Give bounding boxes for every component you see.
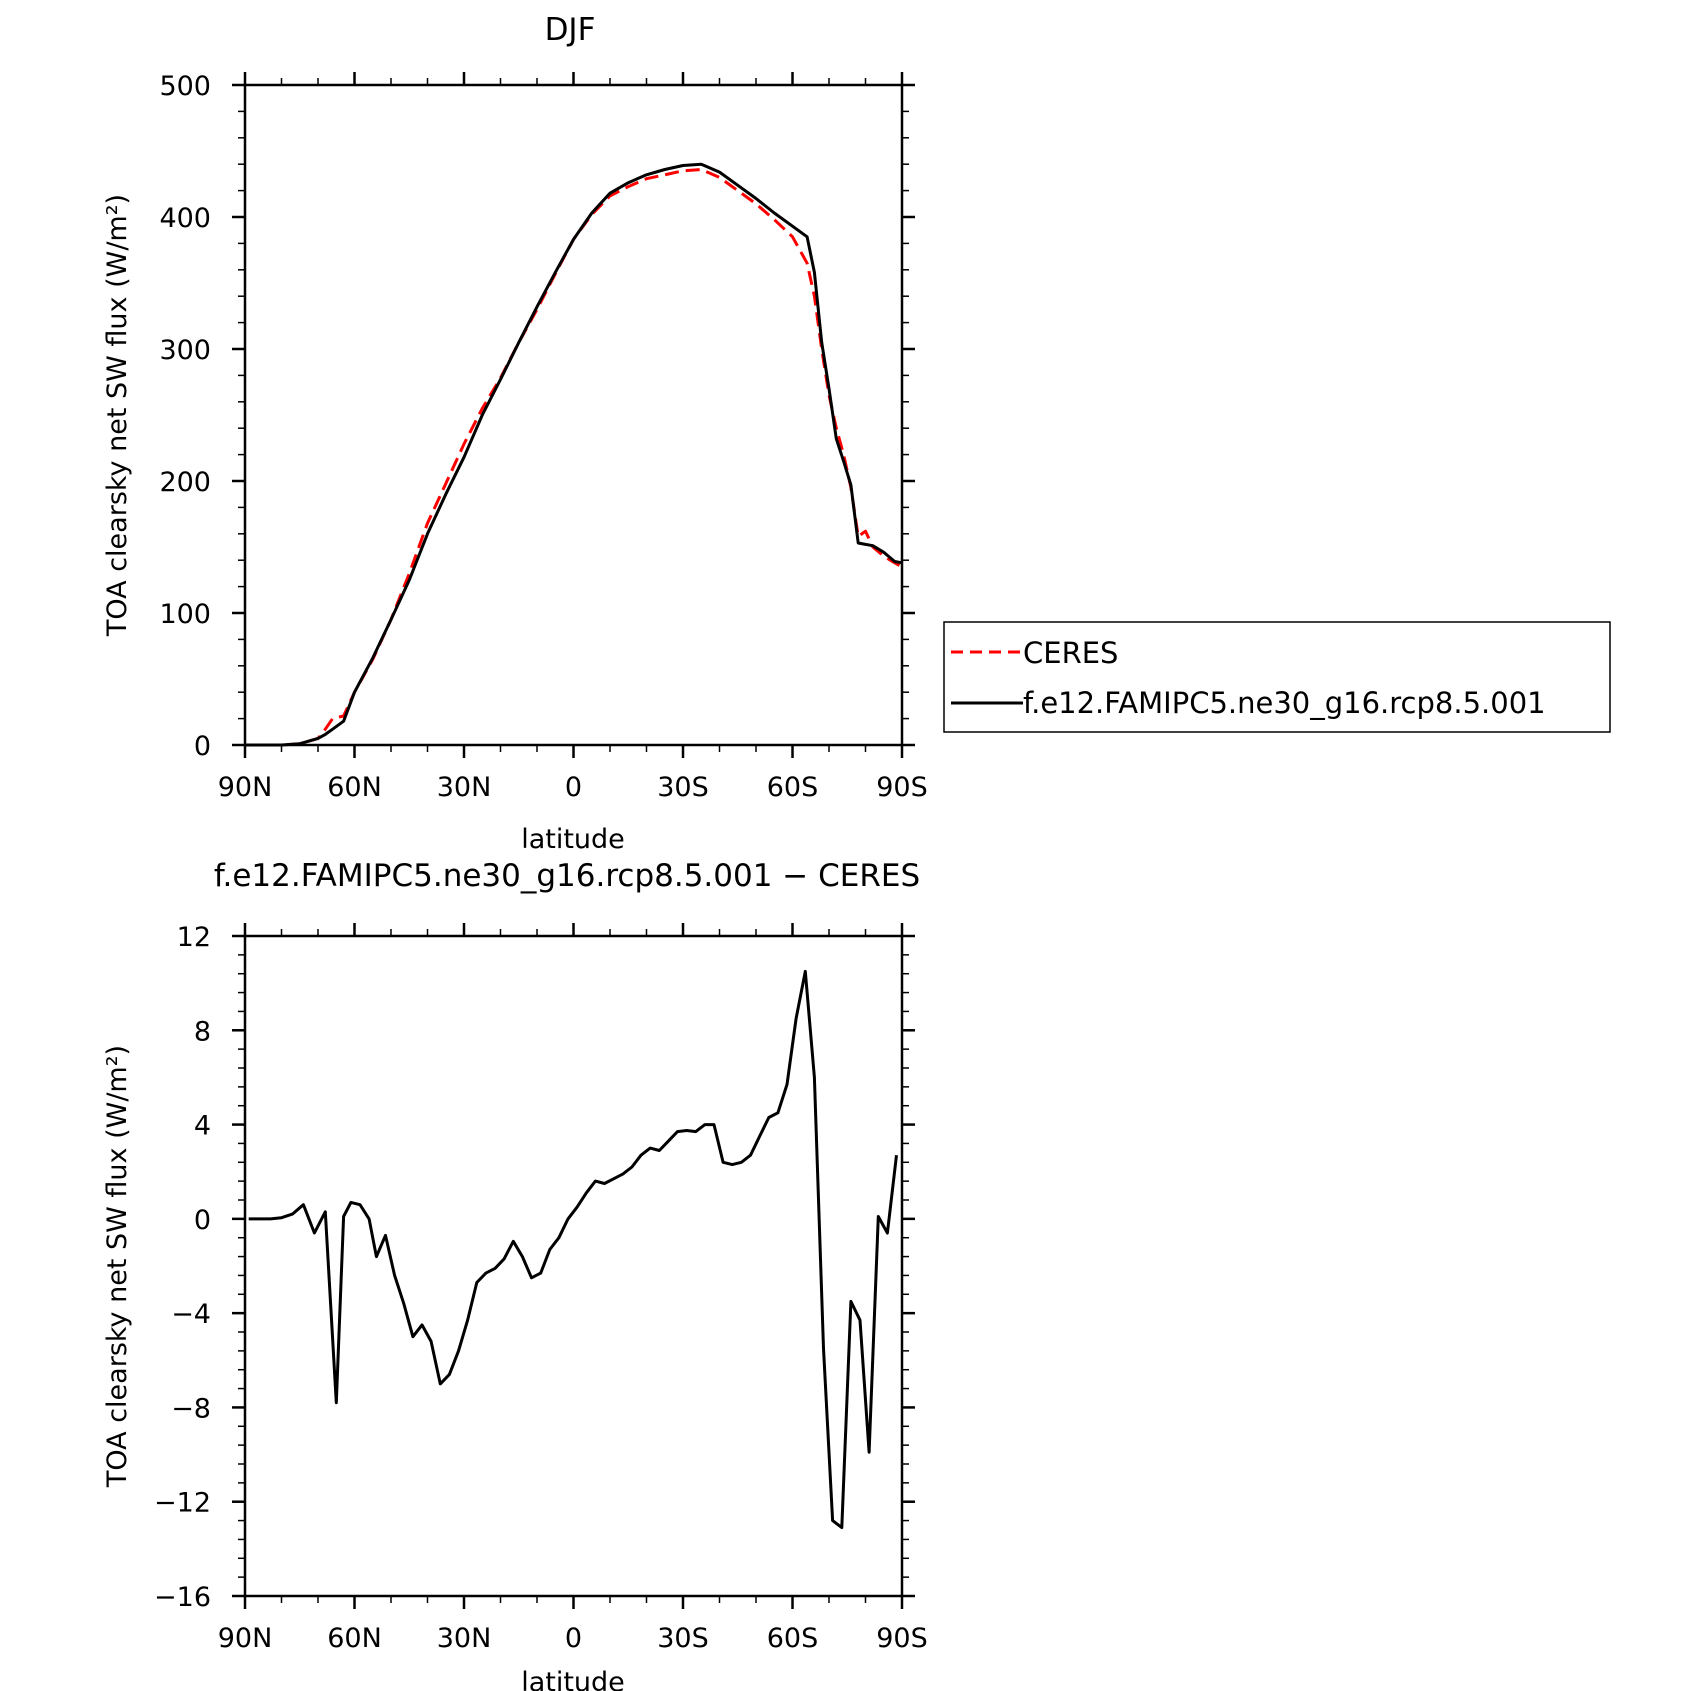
panel-top-title: DJF [545,12,596,48]
panel-bottom-series-line-difference [248,969,898,1530]
y-tick-label: 300 [159,335,211,366]
x-tick-label: 30S [657,1623,709,1654]
y-tick-label: −12 [154,1488,211,1519]
y-tick-label: 8 [194,1016,211,1047]
x-tick-label: 30N [437,772,492,803]
y-tick-label: 12 [177,922,211,953]
x-tick-label: 60S [767,1623,819,1654]
y-tick-label: 0 [194,1205,211,1236]
panel-bottom-title: f.e12.FAMIPC5.ne30_g16.rcp8.5.001 − CERE… [214,858,920,894]
y-tick-label: −8 [171,1393,211,1424]
x-tick-label: 90S [876,1623,928,1654]
x-tick-label: 0 [565,1623,582,1654]
x-tick-label: 90N [218,772,273,803]
x-tick-label: 30N [437,1623,492,1654]
legend-box [943,621,1611,733]
x-tick-label: 60N [327,772,382,803]
legend-label-model: f.e12.FAMIPC5.ne30_g16.rcp8.5.001 [1023,686,1546,720]
legend: CERES f.e12.FAMIPC5.ne30_g16.rcp8.5.001 [943,621,1611,733]
y-tick-label: 0 [194,731,211,762]
legend-label-ceres: CERES [1023,636,1118,670]
y-tick-label: −16 [154,1582,211,1613]
panel-top-x-axis-label: latitude [521,824,625,855]
y-tick-label: 200 [159,467,211,498]
panel-top-series-line-f-e12-famipc5-ne30-g16-rcp8-5-001 [245,162,903,747]
panel-bottom-ticks: −16 −12 −8 −4 0 4 8 12 90N 60N 30N 0 30S 60S 90S [154,922,928,1654]
y-tick-label: 400 [159,203,211,234]
panel-bottom: f.e12.FAMIPC5.ne30_g16.rcp8.5.001 − CERE… [102,858,928,1691]
x-tick-label: 90N [218,1623,273,1654]
y-tick-label: 500 [159,71,211,102]
y-tick-label: 4 [194,1111,211,1142]
panel-bottom-frame [243,934,904,1598]
panel-top-plot-area [245,162,903,747]
panel-bottom-x-axis-label: latitude [521,1667,625,1691]
x-tick-label: 0 [565,772,582,803]
y-tick-label: 100 [159,599,211,630]
x-tick-label: 60S [767,772,819,803]
panel-top-y-axis-label: TOA clearsky net SW flux (W/m²) [102,194,133,637]
x-tick-label: 30S [657,772,709,803]
y-tick-label: −4 [171,1299,211,1330]
panel-top-ticks: 0 100 200 300 400 500 90N 60N 30N 0 30S 60S 90S [159,71,927,803]
panel-bottom-plot-area [248,969,898,1530]
panel-top-frame [243,83,904,747]
x-tick-label: 60N [327,1623,382,1654]
x-tick-label: 90S [876,772,928,803]
panel-top-series-line-ceres [245,168,903,747]
panel-bottom-y-axis-label: TOA clearsky net SW flux (W/m²) [102,1045,133,1488]
